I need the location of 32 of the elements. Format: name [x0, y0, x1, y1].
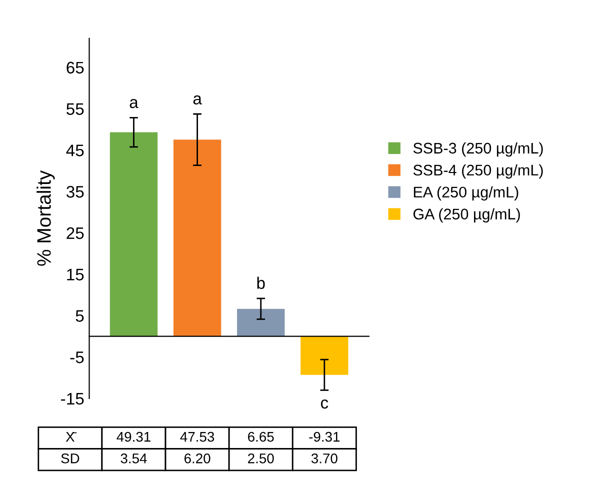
bar: [110, 132, 158, 336]
text: 3.70: [311, 453, 338, 464]
text: 2.50: [248, 453, 274, 464]
text: 47.53: [180, 432, 214, 442]
legend-label: GA (250 µg/mL): [413, 208, 520, 223]
y-tick-label: -15: [61, 392, 84, 405]
bar: [300, 336, 348, 375]
text: SD: [61, 453, 80, 464]
text: 6.65: [248, 432, 274, 442]
annotation: a: [193, 95, 202, 104]
y-tick-label: 55: [66, 103, 84, 115]
text: 6.20: [184, 453, 210, 464]
y-tick-label: 35: [66, 186, 84, 198]
y-tick-label: 5: [76, 310, 84, 322]
annotation: a: [130, 99, 138, 108]
annotation: b: [257, 276, 265, 289]
legend-label: EA (250 µg/mL): [414, 186, 518, 201]
bar: [173, 140, 222, 336]
y-tick-label: 65: [66, 62, 84, 74]
bar: [237, 308, 285, 336]
text: -9.31: [309, 432, 340, 442]
y-tick-label: 15: [67, 268, 84, 280]
y-tick-label: 25: [66, 227, 84, 240]
text: c: [320, 399, 328, 409]
text: 49.31: [116, 432, 150, 442]
y-tick-label: 45: [66, 144, 84, 156]
text: X̄: [66, 432, 77, 442]
y-axis-title: % Mortality: [36, 170, 55, 266]
legend-label: SSB-4 (250 µg/mL): [413, 164, 543, 179]
text: 3.54: [120, 453, 147, 464]
legend-label: SSB-3 (250 µg/mL): [413, 142, 543, 157]
y-tick-label: -5: [70, 352, 84, 364]
